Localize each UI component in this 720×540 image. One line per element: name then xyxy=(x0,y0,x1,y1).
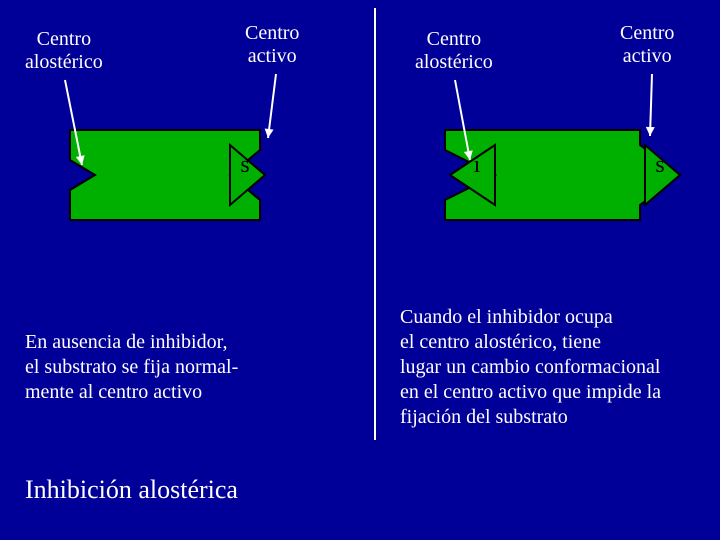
label-left-allosteric: Centro alostérico xyxy=(25,28,103,74)
diagram-svg xyxy=(0,0,720,540)
label-right-allosteric: Centro alostérico xyxy=(415,28,493,74)
substrate-right-label: s xyxy=(645,152,675,179)
label-left-active: Centro activo xyxy=(245,22,299,68)
caption-left: En ausencia de inhibidor, el substrato s… xyxy=(25,330,238,405)
slide-title: Inhibición alostérica xyxy=(25,475,238,505)
inhibitor-right-label: i xyxy=(462,152,492,179)
arrow-right-active xyxy=(646,74,655,136)
substrate-left-label: s xyxy=(230,152,260,179)
caption-right: Cuando el inhibidor ocupa el centro alos… xyxy=(400,305,661,430)
label-right-active: Centro activo xyxy=(620,22,674,68)
arrow-left-active xyxy=(265,74,276,138)
